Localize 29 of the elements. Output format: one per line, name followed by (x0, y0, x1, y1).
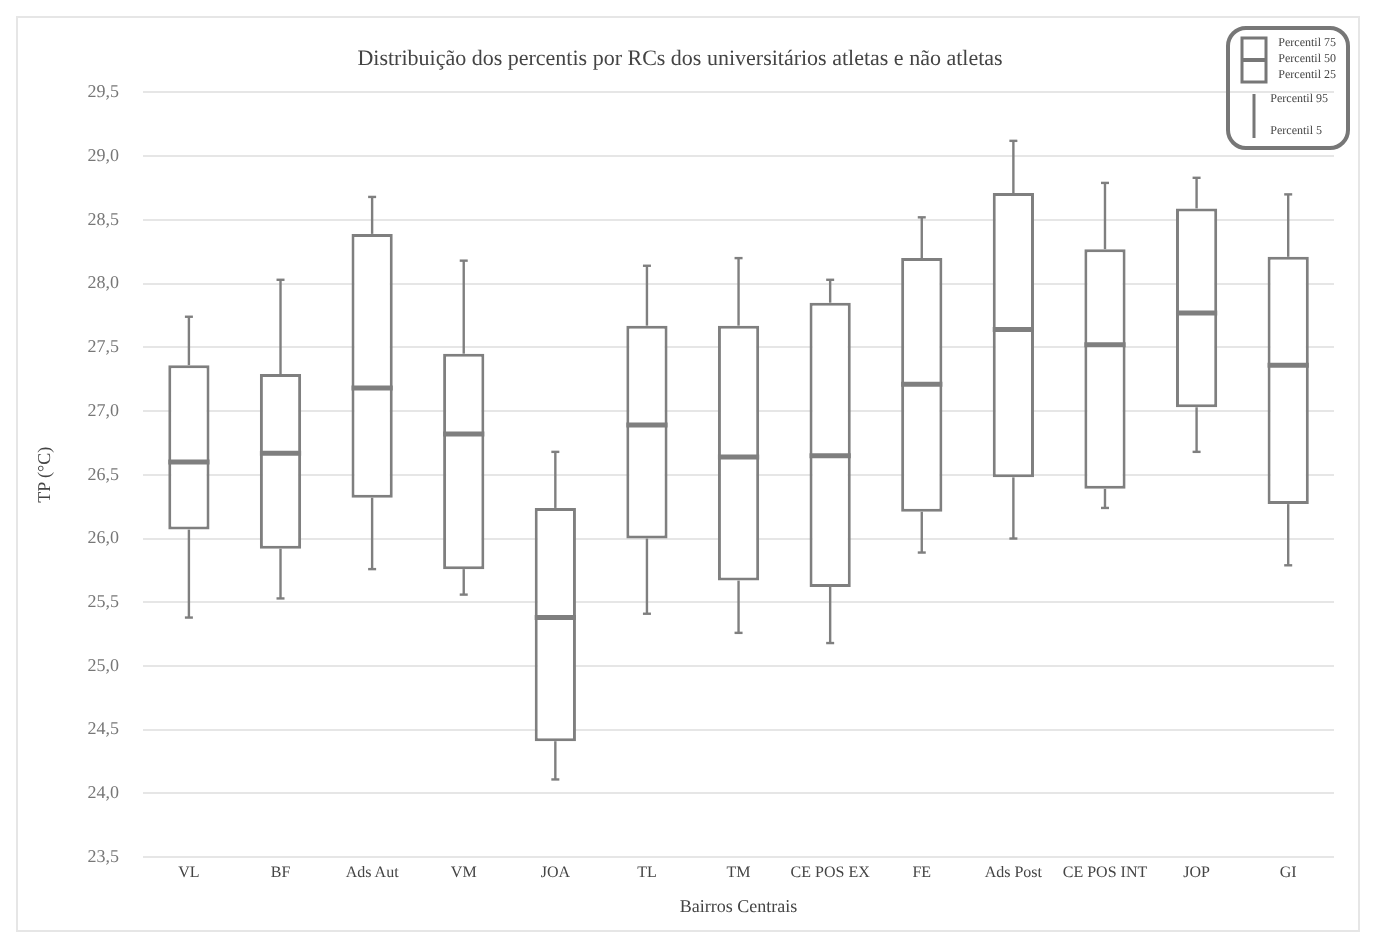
y-tick-label: 28,5 (87, 208, 121, 229)
x-tick-label: FE (912, 862, 932, 881)
x-tick-label: VL (178, 862, 200, 881)
x-tick-label: Ads Post (984, 862, 1044, 881)
y-tick-label: 27,5 (87, 336, 121, 357)
x-tick-label: VM (450, 862, 477, 881)
x-axis-title: Bairros Centrais (679, 895, 799, 916)
y-axis-title: TP (°C) (33, 446, 54, 503)
y-tick-label: 26,5 (87, 463, 121, 484)
x-tick-label: CE POS EX (790, 862, 871, 881)
x-tick-label: JOP (1183, 862, 1212, 881)
x-tick-label: Ads Aut (345, 862, 401, 881)
x-tick-label: GI (1279, 862, 1298, 881)
x-tick-label: CE POS INT (1062, 862, 1148, 881)
y-tick-label: 27,0 (87, 399, 121, 420)
y-tick-label: 29,5 (87, 81, 121, 102)
y-tick-label: 24,0 (87, 782, 121, 803)
x-tick-label: TM (726, 862, 751, 881)
y-tick-label: 25,5 (87, 590, 121, 611)
y-tick-label: 24,5 (87, 718, 121, 739)
x-tick-label: BF (270, 862, 292, 881)
y-tick-label: 23,5 (87, 845, 121, 866)
x-tick-label: JOA (540, 862, 571, 881)
y-tick-label: 26,0 (87, 527, 121, 548)
y-tick-label: 28,0 (87, 272, 121, 293)
x-tick-label: TL (637, 862, 657, 881)
chart-title: Distribuição dos percentis por RCs dos universitários atletas e não atletas (357, 46, 1003, 71)
y-tick-label: 25,0 (87, 654, 121, 675)
y-tick-label: 29,0 (87, 144, 121, 165)
